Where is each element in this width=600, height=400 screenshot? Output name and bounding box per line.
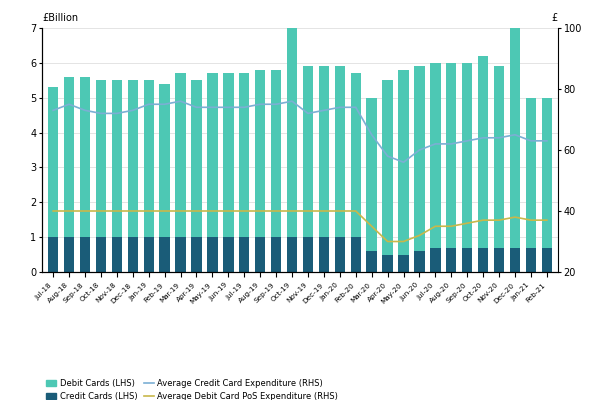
Bar <box>96 237 106 272</box>
Bar <box>446 63 457 248</box>
Bar <box>175 73 186 237</box>
Bar <box>478 56 488 248</box>
Bar <box>271 237 281 272</box>
Bar <box>478 248 488 272</box>
Bar <box>414 251 425 272</box>
Bar <box>430 63 440 248</box>
Bar <box>494 66 504 248</box>
Bar <box>64 77 74 237</box>
Bar <box>223 237 233 272</box>
Bar <box>191 80 202 237</box>
Bar <box>462 248 472 272</box>
Bar <box>382 80 393 254</box>
Bar <box>526 248 536 272</box>
Bar <box>303 66 313 237</box>
Bar <box>398 70 409 254</box>
Bar <box>510 248 520 272</box>
Bar <box>112 80 122 237</box>
Bar <box>398 254 409 272</box>
Bar <box>287 28 297 237</box>
Bar <box>207 237 218 272</box>
Bar <box>319 237 329 272</box>
Bar <box>207 73 218 237</box>
Bar <box>542 98 552 248</box>
Bar <box>255 70 265 237</box>
Bar <box>160 237 170 272</box>
Bar <box>143 80 154 237</box>
Bar <box>191 237 202 272</box>
Bar <box>350 237 361 272</box>
Bar <box>350 73 361 237</box>
Bar <box>143 237 154 272</box>
Bar <box>319 66 329 237</box>
Bar <box>128 80 138 237</box>
Bar <box>48 87 58 237</box>
Text: £: £ <box>552 13 558 23</box>
Bar <box>223 73 233 237</box>
Text: £Billion: £Billion <box>42 13 78 23</box>
Bar <box>335 66 345 237</box>
Bar <box>526 98 536 248</box>
Bar <box>112 237 122 272</box>
Bar <box>271 70 281 237</box>
Bar <box>160 84 170 237</box>
Bar <box>80 237 90 272</box>
Bar <box>430 248 440 272</box>
Bar <box>48 237 58 272</box>
Legend: Debit Cards (LHS), Credit Cards (LHS), Average Credit Card Expenditure (RHS), Av: Debit Cards (LHS), Credit Cards (LHS), A… <box>46 379 338 400</box>
Bar <box>462 63 472 248</box>
Bar <box>382 254 393 272</box>
Bar <box>175 237 186 272</box>
Bar <box>239 73 250 237</box>
Bar <box>303 237 313 272</box>
Bar <box>367 251 377 272</box>
Bar <box>542 248 552 272</box>
Bar <box>80 77 90 237</box>
Bar <box>287 237 297 272</box>
Bar <box>255 237 265 272</box>
Bar <box>367 98 377 251</box>
Bar <box>510 18 520 248</box>
Bar <box>96 80 106 237</box>
Bar <box>335 237 345 272</box>
Bar <box>239 237 250 272</box>
Bar <box>414 66 425 251</box>
Bar <box>494 248 504 272</box>
Bar <box>446 248 457 272</box>
Bar <box>128 237 138 272</box>
Bar <box>64 237 74 272</box>
